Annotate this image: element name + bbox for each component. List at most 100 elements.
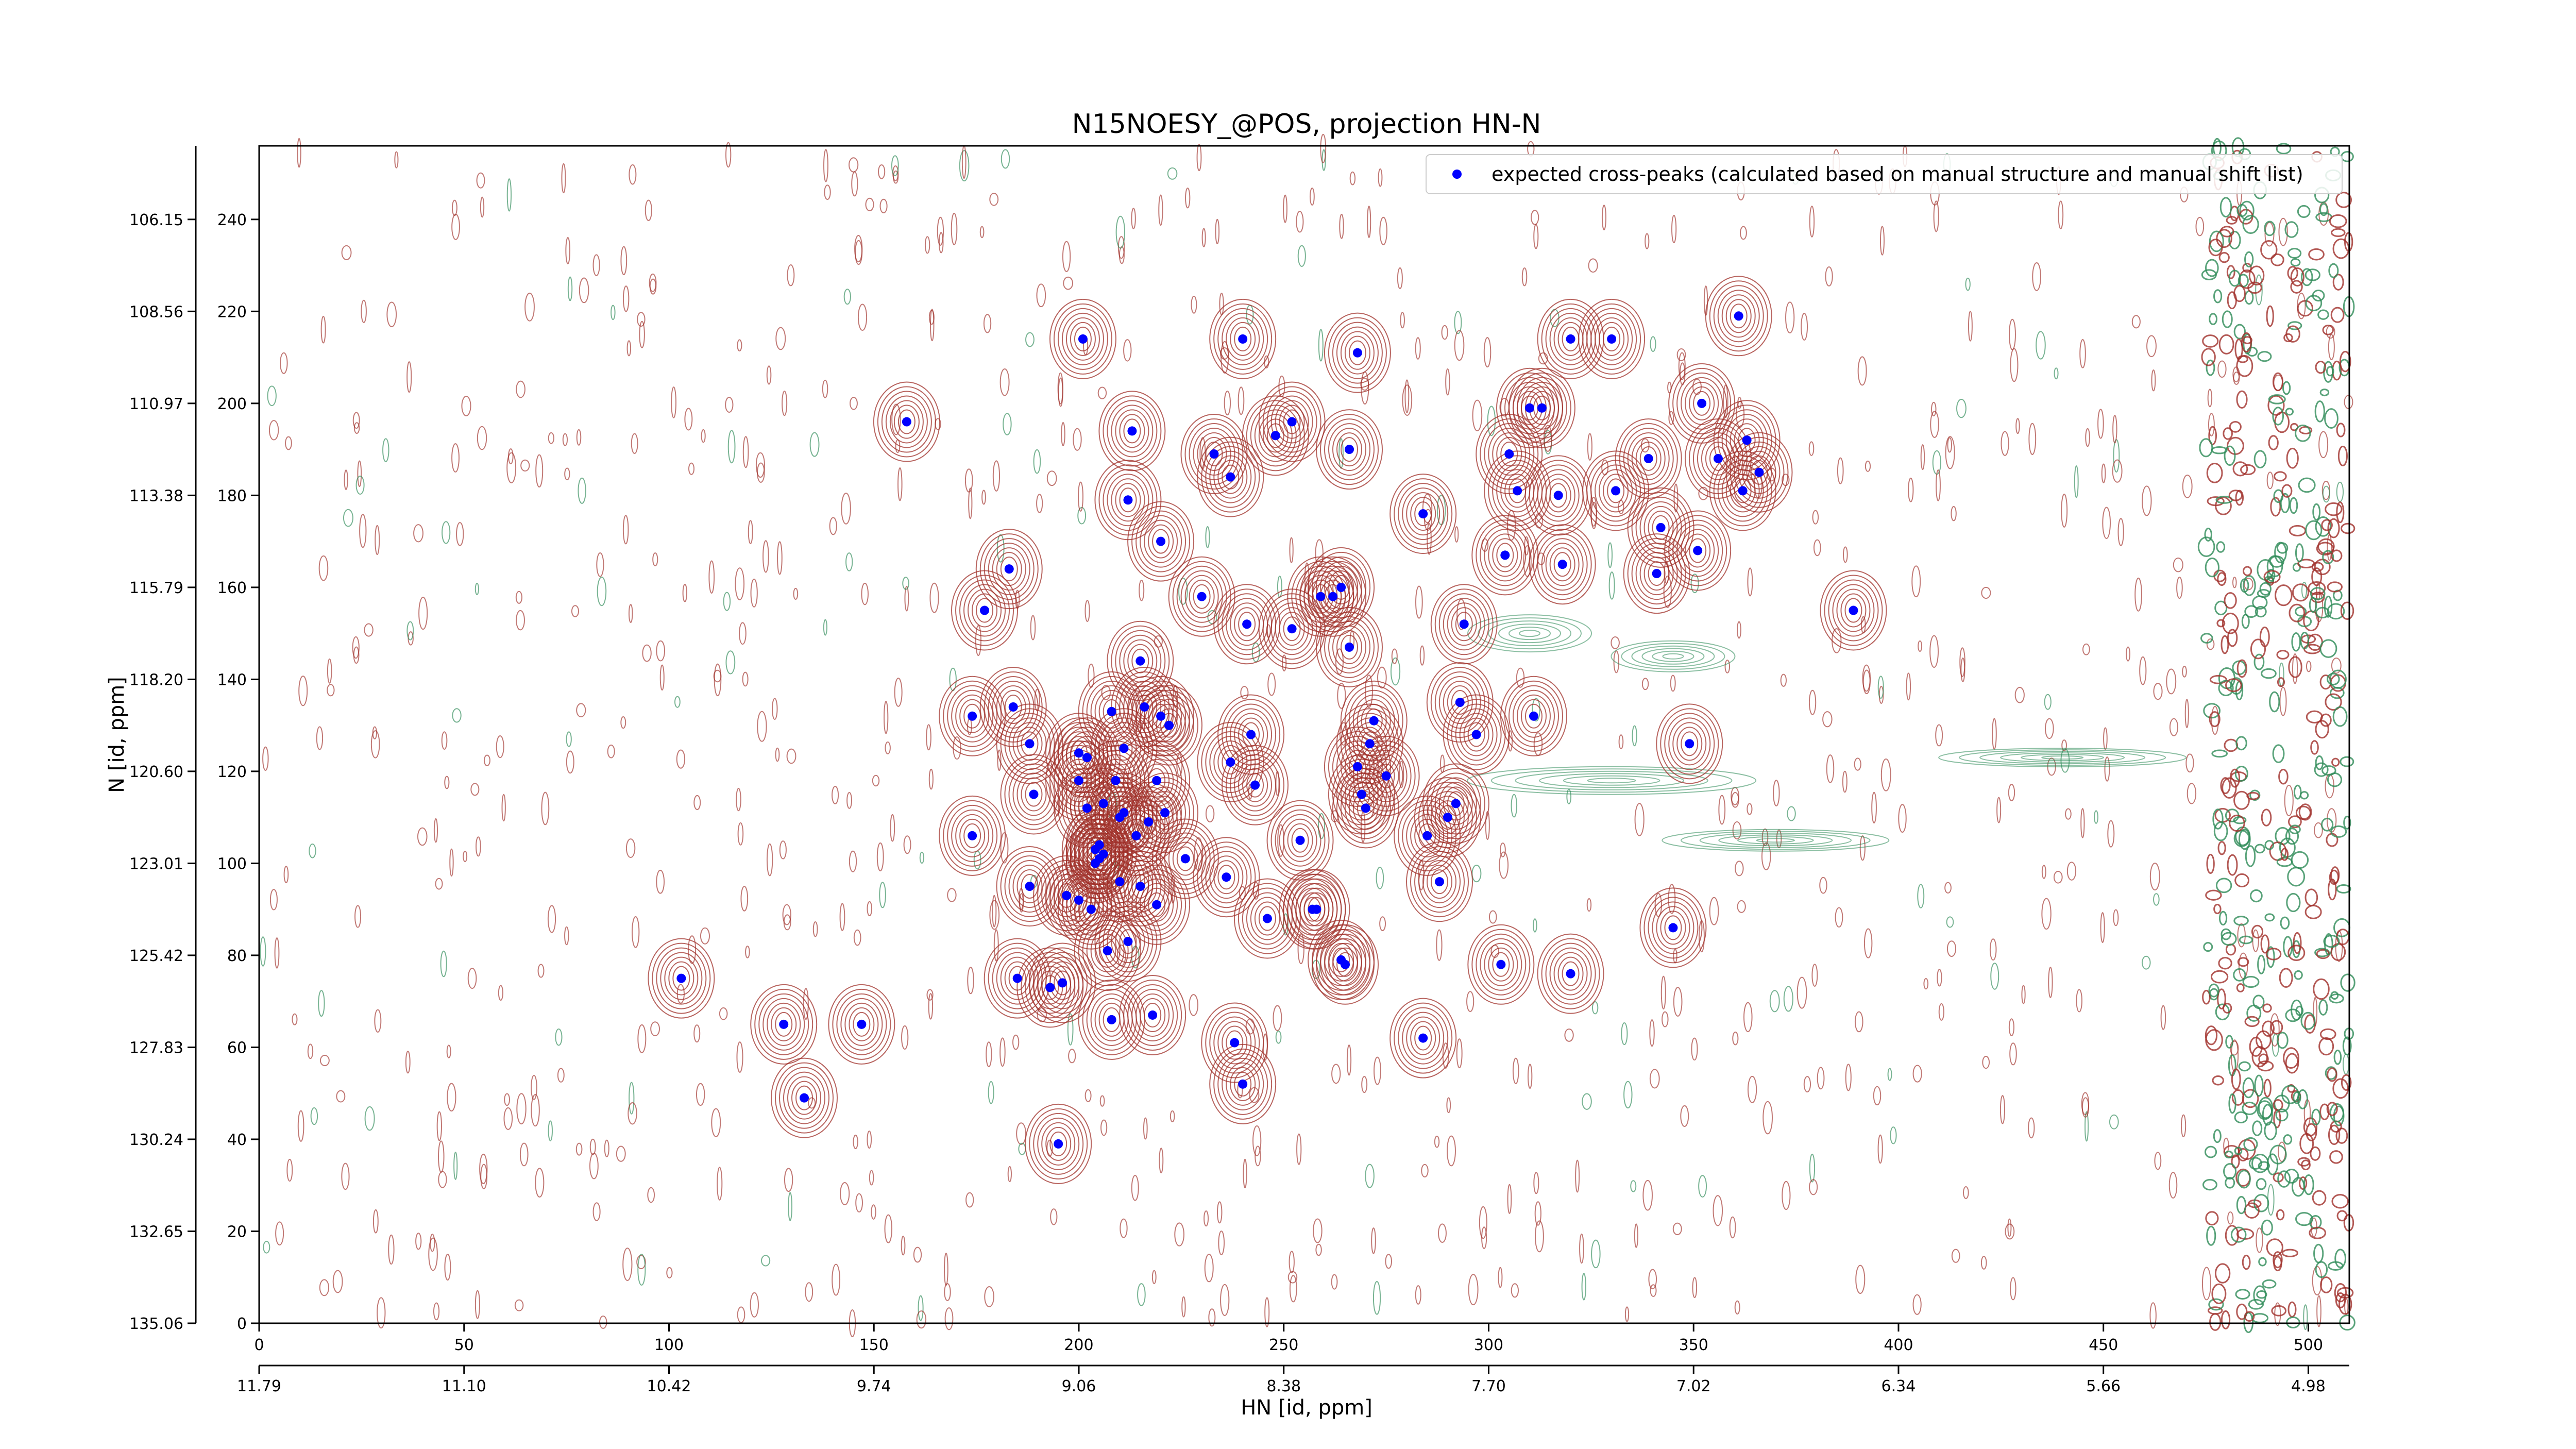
edge-contour [2249, 789, 2261, 801]
peak-contour [1111, 478, 1145, 522]
noise-contour [2139, 656, 2147, 685]
cross-peak-point [1131, 831, 1141, 840]
peak-contour [1660, 708, 1719, 780]
noise-contour [555, 1028, 563, 1046]
noise-contour [1825, 266, 1833, 287]
noise-contour [1318, 329, 1324, 362]
negative-contour [1621, 643, 1725, 670]
peak-contour [955, 694, 990, 738]
noise-contour [1981, 586, 1991, 599]
noise-contour [1391, 648, 1398, 664]
noise-contour [1865, 460, 1871, 472]
noise-contour [1012, 1034, 1020, 1050]
edge-contour [2234, 339, 2243, 360]
peak-contour [1734, 441, 1785, 503]
peak-contour [840, 998, 883, 1051]
peak-contour [1488, 947, 1514, 982]
noise-contour [628, 1102, 637, 1125]
peak-contour [1283, 409, 1301, 434]
noise-contour [1812, 510, 1819, 525]
peak-contour [1283, 869, 1350, 950]
edge-contour [2311, 1108, 2321, 1126]
noise-contour [904, 585, 909, 612]
peak-contour [1205, 446, 1256, 508]
noise-contour [352, 636, 360, 659]
noise-contour [693, 1024, 701, 1043]
peak-contour [1049, 1131, 1067, 1156]
noise-contour [723, 592, 731, 611]
noise-contour [1077, 481, 1083, 512]
edge-contour [2228, 230, 2241, 250]
noise-contour [441, 731, 448, 750]
negative-contour [1587, 778, 1636, 784]
edge-contour [2227, 854, 2238, 876]
noise-contour [2195, 216, 2205, 237]
peak-contour [1098, 391, 1166, 471]
peak-contour [1148, 524, 1174, 559]
noise-contour [642, 644, 652, 662]
peak-contour [1053, 303, 1112, 375]
edge-contour [2321, 765, 2336, 776]
noise-contour [674, 696, 681, 708]
peak-contour [1275, 809, 1326, 871]
noise-contour [737, 1306, 745, 1323]
peak-contour [660, 952, 703, 1005]
cross-peak-point [1107, 706, 1116, 716]
noise-contour [341, 1162, 350, 1190]
peak-contour [1684, 418, 1752, 499]
noise-contour [576, 703, 586, 718]
edge-contour [2211, 446, 2228, 454]
peak-contour [1107, 915, 1149, 968]
edge-contour [2214, 600, 2228, 616]
noise-contour [913, 1246, 922, 1263]
edge-contour [2326, 1102, 2338, 1116]
peak-contour [1119, 974, 1187, 1055]
peak-contour [975, 529, 1043, 610]
noise-contour [327, 684, 335, 697]
cross-peak-point [1738, 486, 1748, 496]
peak-contour [1406, 492, 1440, 536]
noise-contour [480, 196, 485, 218]
cross-peak-point [1365, 739, 1375, 749]
edge-contour [2242, 263, 2252, 273]
edge-contour [2213, 1129, 2222, 1143]
peak-contour [1406, 841, 1473, 922]
noise-contour [1331, 1274, 1338, 1290]
peak-contour [1676, 524, 1719, 577]
x-tick-label: 400 [1884, 1336, 1913, 1354]
noise-contour [2312, 1266, 2323, 1295]
noise-contour [1374, 1056, 1381, 1085]
noise-contour [739, 622, 747, 645]
peak-contour [1336, 326, 1379, 379]
edge-contour [2211, 749, 2228, 758]
peak-contour [1348, 786, 1383, 830]
edge-contour [2218, 911, 2228, 926]
peak-contour [1254, 901, 1280, 936]
y-tick-label: 220 [217, 303, 247, 321]
edge-contour [2329, 1150, 2343, 1164]
peak-contour [1176, 565, 1227, 628]
edge-contour [2269, 1144, 2287, 1165]
y-tick-label: 60 [227, 1039, 247, 1057]
edge-contour [2215, 1003, 2230, 1021]
edge-contour [2205, 889, 2222, 901]
noise-contour [2041, 865, 2046, 879]
y-ppm-tick-label: 115.79 [129, 579, 183, 597]
peak-contour [877, 386, 936, 458]
peak-contour [1308, 547, 1375, 628]
peak-contour [1332, 575, 1350, 600]
peak-contour [1545, 942, 1596, 1005]
peak-contour [1115, 483, 1141, 517]
cross-peak-point [1115, 877, 1125, 887]
noise-contour [1813, 539, 1821, 557]
peak-contour [1676, 727, 1703, 761]
noise-contour [1438, 1223, 1447, 1243]
noise-contour [1485, 811, 1490, 840]
edge-contour [2222, 612, 2239, 634]
edge-contour [2248, 1157, 2262, 1170]
noise-contour [1946, 940, 1957, 957]
peak-contour [992, 547, 1026, 591]
edge-contour [2256, 1290, 2267, 1299]
noise-contour [1273, 1005, 1282, 1031]
